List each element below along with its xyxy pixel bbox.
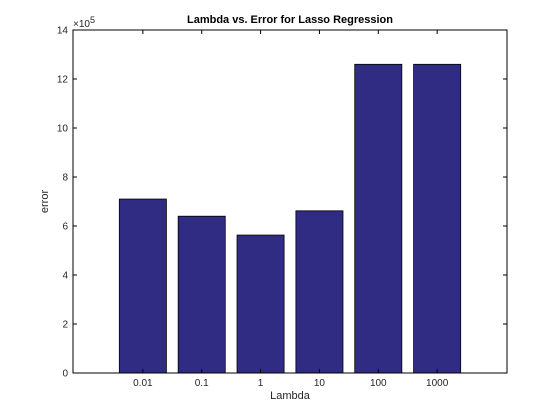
y-axis-ticks: 0 2 4 6 8 10 12 14 bbox=[57, 26, 507, 380]
bar-10 bbox=[295, 210, 344, 374]
y-axis-exponent-power: 5 bbox=[90, 15, 95, 25]
bar-0.1 bbox=[177, 215, 226, 374]
y-tick-label-6: 6 bbox=[62, 222, 68, 233]
x-axis-label: Lambda bbox=[270, 390, 311, 402]
y-tick-label-0: 0 bbox=[62, 369, 68, 380]
x-tick-label-1000: 1000 bbox=[426, 378, 449, 389]
bar-0.01 bbox=[118, 198, 167, 374]
bar-1000 bbox=[413, 63, 462, 374]
y-tick-label-4: 4 bbox=[62, 271, 68, 282]
x-tick-label-0.1: 0.1 bbox=[195, 378, 209, 389]
bar-100 bbox=[354, 63, 403, 374]
x-axis-ticks: 0.01 0.1 1 10 100 1000 bbox=[133, 30, 449, 389]
x-tick-label-10: 10 bbox=[314, 378, 326, 389]
x-tick-label-1: 1 bbox=[258, 378, 264, 389]
y-tick-label-10: 10 bbox=[57, 124, 69, 135]
bars-group bbox=[118, 63, 462, 374]
y-tick-label-8: 8 bbox=[62, 173, 68, 184]
x-tick-label-0.01: 0.01 bbox=[133, 378, 153, 389]
y-tick-label-12: 12 bbox=[57, 75, 69, 86]
bar-1 bbox=[236, 234, 285, 374]
y-tick-label-14: 14 bbox=[57, 26, 69, 37]
chart-title: Lambda vs. Error for Lasso Regression bbox=[187, 14, 393, 26]
y-tick-label-2: 2 bbox=[62, 320, 68, 331]
y-axis-exponent-base: ×10 bbox=[73, 19, 90, 30]
y-axis-label: error bbox=[39, 190, 51, 214]
x-tick-label-100: 100 bbox=[370, 378, 387, 389]
y-axis-exponent: ×105 bbox=[73, 15, 95, 30]
plot-area-frame bbox=[72, 29, 508, 374]
